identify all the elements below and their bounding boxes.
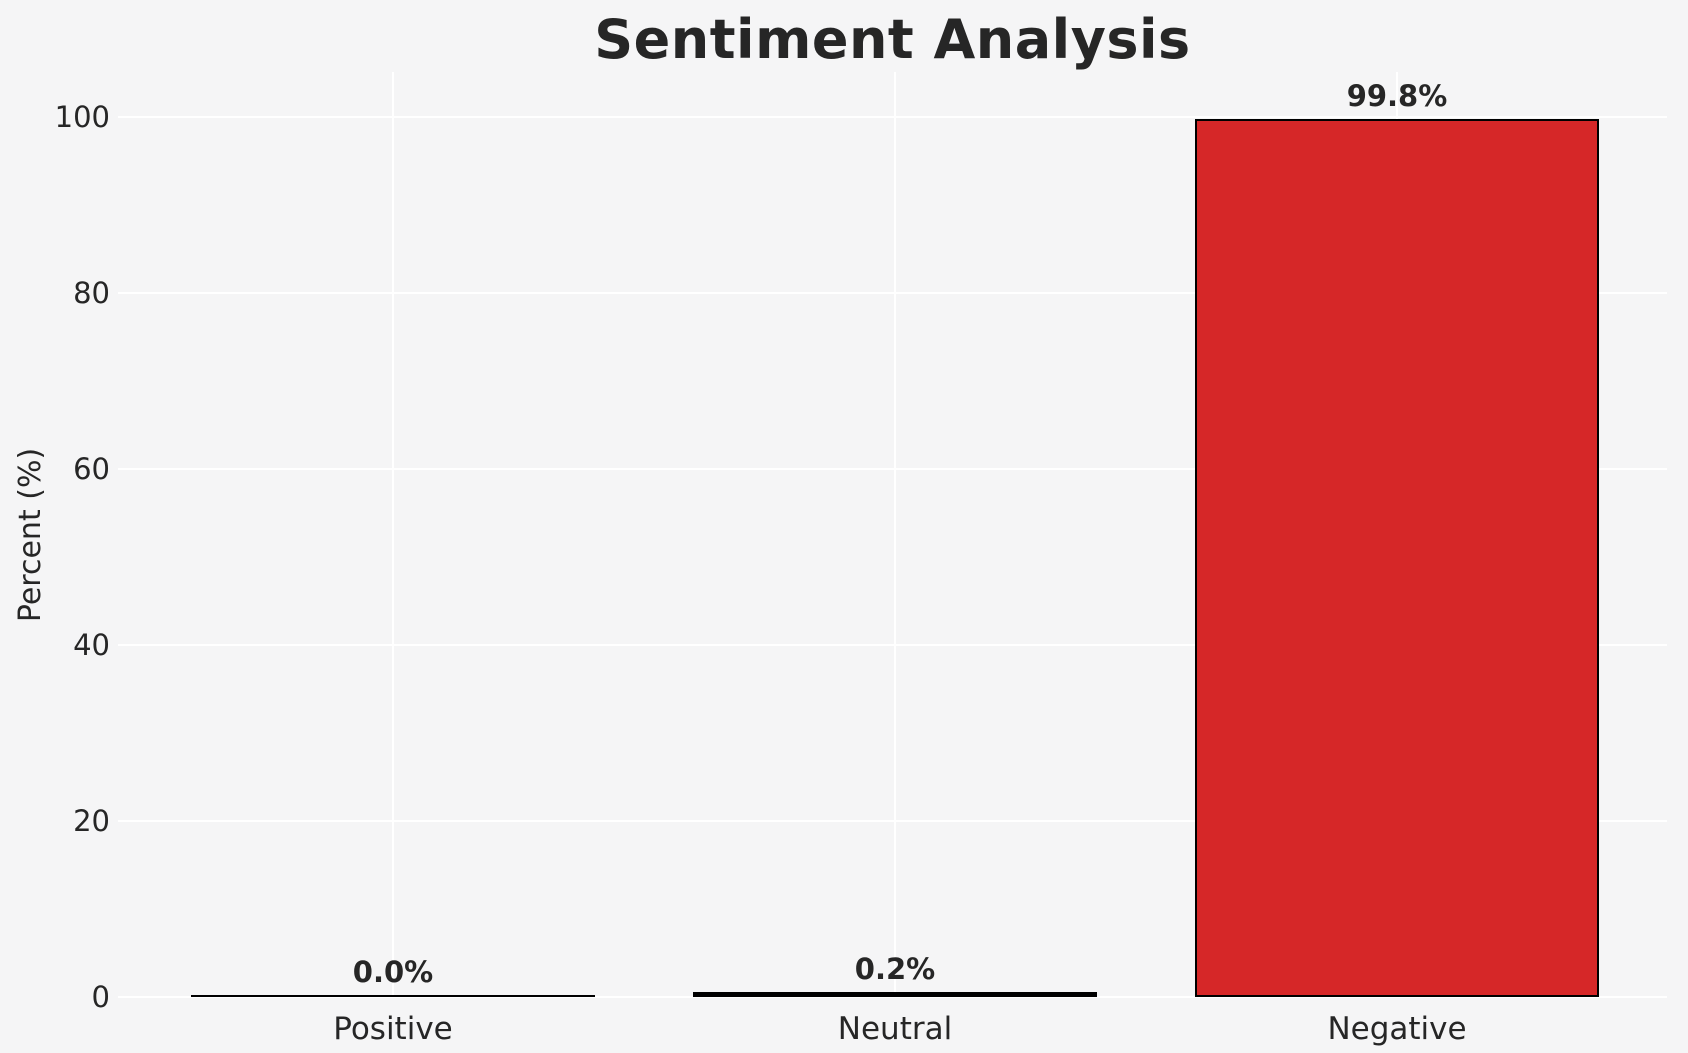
horizontal-gridline: [118, 996, 1667, 998]
horizontal-gridline: [118, 292, 1667, 294]
vertical-gridline: [894, 72, 896, 997]
y-tick-label: 0: [91, 980, 110, 1014]
x-tick-label: Negative: [1327, 1011, 1467, 1047]
vertical-gridline: [392, 72, 394, 997]
chart-title: Sentiment Analysis: [594, 8, 1191, 71]
bar-neutral: [693, 992, 1097, 997]
bar-value-label: 0.2%: [854, 952, 936, 986]
horizontal-gridline: [118, 644, 1667, 646]
y-tick-label: 40: [73, 628, 110, 662]
y-tick-label: 20: [73, 804, 110, 838]
horizontal-gridline: [118, 820, 1667, 822]
horizontal-gridline: [118, 116, 1667, 118]
y-tick-label: 100: [54, 100, 110, 134]
bar-value-label: 99.8%: [1346, 78, 1448, 113]
x-tick-label: Neutral: [837, 1011, 953, 1047]
bar-positive: [191, 995, 595, 997]
bar-negative: [1195, 118, 1599, 997]
y-tick-label: 80: [73, 276, 110, 310]
y-tick-label: 60: [73, 452, 110, 486]
bar-value-label: 0.0%: [352, 955, 434, 989]
x-tick-label: Positive: [333, 1011, 453, 1047]
horizontal-gridline: [118, 468, 1667, 470]
